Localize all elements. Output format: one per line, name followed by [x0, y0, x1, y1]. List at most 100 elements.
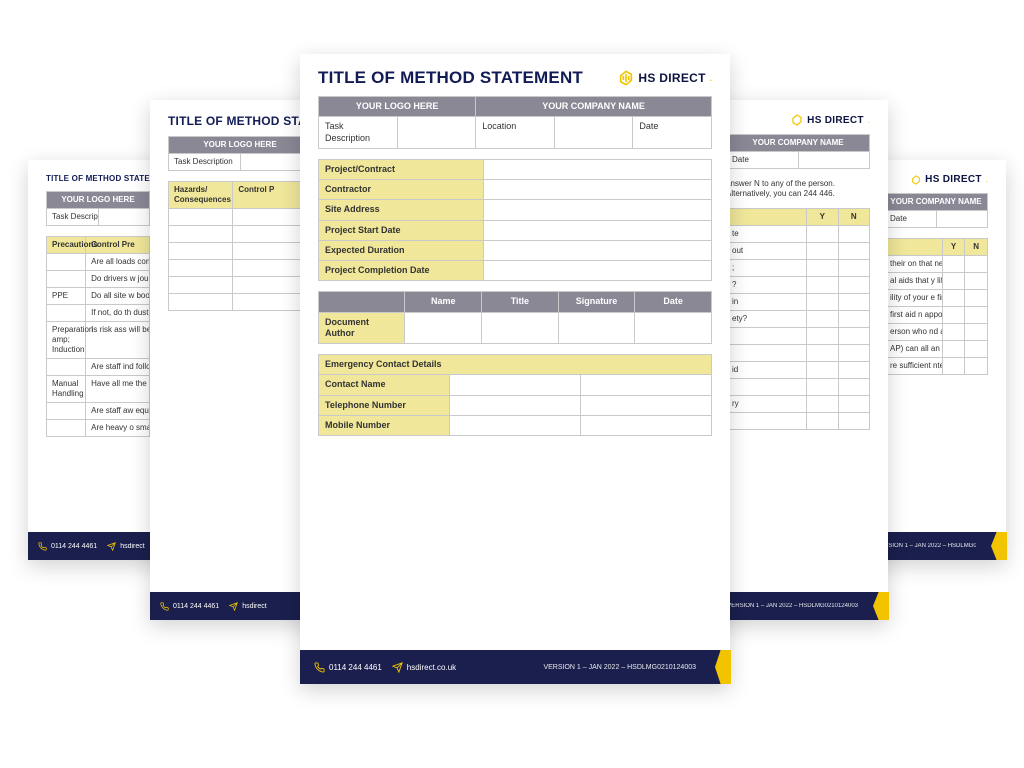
table-row: re sufficient nted? — [885, 358, 988, 375]
table-row: ility of your e first aid — [885, 290, 988, 307]
field-value[interactable] — [484, 220, 712, 240]
header-table: YOUR LOGO HERE Task Description — [168, 136, 312, 171]
footer-chevron — [715, 650, 731, 684]
company-placeholder: YOUR COMPANY NAME — [727, 135, 870, 152]
header-table: YOUR LOGO HERE YOUR COMPANY NAME Task De… — [318, 96, 712, 149]
table-row: al aids that y lifting? — [885, 273, 988, 290]
col-hazards: Hazards/ Consequences — [169, 182, 233, 209]
page-title: TITLE OF METHOD STATEMENT — [46, 174, 150, 183]
send-icon — [392, 662, 403, 673]
col-name: Name — [405, 292, 482, 312]
field-label: Site Address — [319, 200, 484, 220]
field-label: Telephone Number — [319, 395, 450, 415]
col-control: Control Pre — [86, 237, 150, 254]
date-label: Date — [633, 117, 712, 149]
footer-version: VERSION 1 – JAN 2022 – HSDLMG0210124003 — [876, 543, 976, 549]
page-title: TITLE OF METHOD STATEMENT — [318, 68, 583, 88]
logo-placeholder: YOUR LOGO HERE — [169, 137, 312, 154]
page-front: TITLE OF METHOD STATEMENT HS DIRECT. YOU… — [300, 54, 730, 684]
company-placeholder: YOUR COMPANY NAME — [885, 194, 988, 211]
table-row: Are heavy o smaller units possible? — [47, 420, 150, 437]
field-value[interactable] — [484, 240, 712, 260]
col-title: Title — [482, 292, 559, 312]
table-row: Are all loads competent p — [47, 254, 150, 271]
document-fan: TITLE OF METHOD STATEMENT YOUR LOGO HERE… — [0, 0, 1024, 768]
hex-icon — [618, 70, 634, 86]
phone-icon — [38, 542, 47, 551]
date-label: Date — [885, 211, 937, 228]
footer-chevron — [991, 532, 1007, 560]
field-label: Mobile Number — [319, 415, 450, 435]
field-value[interactable] — [484, 261, 712, 281]
footer-phone: 0114 244 4461 — [38, 542, 97, 551]
page-footer: 0114 244 4461 hsdirect — [28, 532, 168, 560]
field-label: Expected Duration — [319, 240, 484, 260]
footer-phone: 0114 244 4461 — [314, 662, 382, 673]
hex-icon — [791, 114, 803, 126]
send-icon — [107, 542, 116, 551]
footer-phone: 0114 244 4461 — [160, 602, 219, 611]
field-label: Contact Name — [319, 375, 450, 395]
table-row: their on that ned to s/he — [885, 256, 988, 273]
project-table: Project/Contract Contractor Site Address… — [318, 159, 712, 282]
table-row: ? — [727, 276, 870, 293]
table-row: PPEDo all site w boots and h — [47, 288, 150, 305]
table-row: Are staff aw equipment t — [47, 403, 150, 420]
table-row — [727, 378, 870, 395]
table-row: ry — [727, 395, 870, 412]
col-signature: Signature — [558, 292, 635, 312]
table-row: in — [727, 293, 870, 310]
col-date: Date — [635, 292, 712, 312]
table-row: If not, do th dust masks, gloves as an — [47, 305, 150, 322]
emergency-header: Emergency Contact Details — [319, 355, 712, 375]
page-right: HS DIRECT. YOUR COMPANY NAME Date answer… — [708, 100, 888, 620]
precautions-table: PrecautionsControl Pre Are all loads com… — [46, 236, 150, 437]
field-label: Project/Contract — [319, 159, 484, 179]
footer-version: VERSION 1 – JAN 2022 – HSDLMG0210124003 — [727, 603, 858, 609]
field-value[interactable] — [484, 200, 712, 220]
field-label: Project Completion Date — [319, 261, 484, 281]
table-row — [727, 327, 870, 344]
field-value[interactable] — [484, 159, 712, 179]
header-table: YOUR COMPANY NAME Date — [884, 193, 988, 228]
table-row — [169, 209, 312, 226]
intro-text: answer N to any of the person. Alternati… — [726, 179, 870, 200]
table-row: ; — [727, 259, 870, 276]
table-row — [169, 260, 312, 277]
date-label: Date — [727, 152, 799, 169]
table-row — [169, 294, 312, 311]
footer-url: hsdirect.co.uk — [392, 662, 456, 673]
page-footer: VERSION 1 – JAN 2022 – HSDLMG0210124003 — [708, 592, 888, 620]
table-row: ety? — [727, 310, 870, 327]
table-row: AP) can all an occurs in — [885, 341, 988, 358]
hazards-table: Hazards/ ConsequencesControl P — [168, 181, 312, 311]
footer-url: hsdirect — [107, 542, 145, 551]
company-placeholder: YOUR COMPANY NAME — [476, 97, 712, 117]
brand-logo: HS DIRECT. — [618, 70, 712, 86]
table-row — [727, 344, 870, 361]
header-table: YOUR LOGO HERE Task Description — [46, 191, 150, 226]
page-footer: 0114 244 4461 hsdirect.co.uk VERSION 1 –… — [300, 650, 730, 684]
table-row: out — [727, 242, 870, 259]
field-value[interactable] — [484, 180, 712, 200]
brand-logo: HS DIRECT. — [791, 114, 870, 126]
footer-version: VERSION 1 – JAN 2022 – HSDLMG0210124003 — [543, 664, 696, 671]
table-row — [169, 226, 312, 243]
emergency-table: Emergency Contact Details Contact Name T… — [318, 354, 712, 436]
table-row: te — [727, 225, 870, 242]
field-label: Project Start Date — [319, 220, 484, 240]
table-row — [727, 412, 870, 429]
table-row: Do drivers w journeys — [47, 271, 150, 288]
table-row: Preparation amp; InductionIs risk ass wi… — [47, 322, 150, 359]
location-label: Location — [476, 117, 555, 149]
footer-chevron — [873, 592, 889, 620]
table-row: id — [727, 361, 870, 378]
task-label: Task Description — [169, 154, 241, 171]
phone-icon — [314, 662, 325, 673]
table-row — [169, 277, 312, 294]
page-title: TITLE OF METHOD STATEMENT — [168, 114, 312, 128]
header-table: YOUR COMPANY NAME Date — [726, 134, 870, 169]
table-row: erson who nd attends a t course — [885, 324, 988, 341]
table-row: Are staff ind follow all ru — [47, 359, 150, 376]
author-table: Name Title Signature Date Document Autho… — [318, 291, 712, 344]
